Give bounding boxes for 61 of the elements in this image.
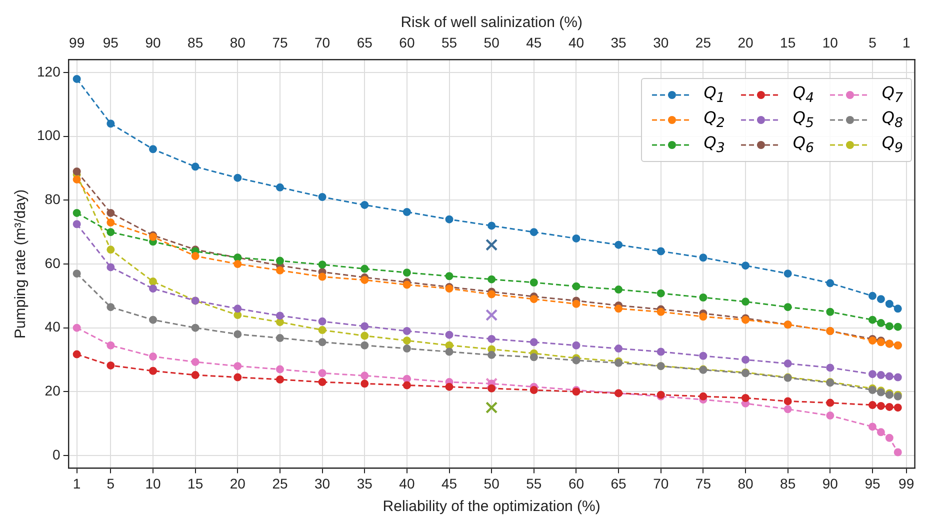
legend-label: Q$_{4}$ <box>792 83 814 106</box>
legend-label: Q$_{3}$ <box>704 133 725 157</box>
x2-tick-label: 99 <box>69 34 85 50</box>
legend-label: Q$_{8}$ <box>882 108 903 132</box>
x2-tick-label: 70 <box>314 34 330 50</box>
x-tick-label: 70 <box>653 475 669 492</box>
legend-label: Q$_{6}$ <box>792 133 814 157</box>
x-tick-label: 80 <box>738 475 754 492</box>
x-tick-label: 75 <box>695 475 712 492</box>
x2-tick-label: 40 <box>568 34 584 50</box>
x2-tick-label: 80 <box>230 34 246 50</box>
x-tick-label: 30 <box>314 475 330 492</box>
x-tick-label: 65 <box>610 475 627 492</box>
legend-label: Q$_{9}$ <box>882 133 903 157</box>
x2-tick-label: 55 <box>441 34 458 50</box>
x2-tick-label: 95 <box>102 34 119 50</box>
x2-tick-label: 60 <box>399 34 415 50</box>
x-tick-label: 40 <box>399 475 415 492</box>
y-tick-label: 60 <box>44 254 61 271</box>
x2-tick-label: 65 <box>356 34 373 50</box>
x-axis-title: Reliability of the optimization (%) <box>382 498 600 516</box>
x-tick-label: 15 <box>188 475 204 492</box>
legend-label: Q$_{1}$ <box>704 83 725 106</box>
x-tick-label: 20 <box>230 475 246 492</box>
x2-tick-label: 50 <box>484 34 500 50</box>
x2-tick-label: 5 <box>868 34 877 50</box>
x-tick-label: 45 <box>441 475 458 492</box>
x-tick-label: 60 <box>568 475 584 492</box>
x2-tick-label: 15 <box>780 34 796 50</box>
x2-tick-label: 90 <box>145 34 161 50</box>
x-tick-label: 85 <box>780 475 796 492</box>
y-tick-label: 100 <box>37 127 61 144</box>
x2-axis-title: Risk of well salinization (%) <box>400 14 582 32</box>
x2-tick-label: 25 <box>695 34 712 50</box>
x-tick-label: 99 <box>898 475 914 492</box>
x-tick-label: 55 <box>526 475 542 492</box>
x2-tick-label: 30 <box>653 34 669 50</box>
x-tick-label: 95 <box>864 475 880 492</box>
x-tick-label: 10 <box>145 475 161 492</box>
y-tick-label: 120 <box>37 63 61 80</box>
legend-label: Q$_{5}$ <box>792 108 814 132</box>
x2-tick-label: 35 <box>610 34 627 50</box>
x-tick-label: 90 <box>822 475 838 492</box>
y-tick-label: 40 <box>44 318 61 335</box>
x-tick-label: 25 <box>272 475 288 492</box>
y-tick-label: 20 <box>44 382 61 398</box>
x2-tick-label: 10 <box>822 34 838 50</box>
y-tick-label: 0 <box>52 446 61 462</box>
legend-label: Q$_{7}$ <box>882 83 903 106</box>
x2-tick-label: 75 <box>272 34 288 50</box>
x2-tick-label: 85 <box>188 34 204 50</box>
x-tick-label: 35 <box>356 475 373 492</box>
x2-tick-label: 45 <box>526 34 542 50</box>
legend-label: Q$_{2}$ <box>704 108 725 132</box>
y-axis-title: Pumping rate (m³/day) <box>12 189 30 339</box>
x2-tick-label: 1 <box>902 34 910 50</box>
x-tick-label: 1 <box>72 475 81 492</box>
x-tick-label: 5 <box>106 475 115 492</box>
y-tick-label: 80 <box>44 191 61 208</box>
x-tick-label: 50 <box>484 475 500 492</box>
x2-tick-label: 20 <box>738 34 754 50</box>
